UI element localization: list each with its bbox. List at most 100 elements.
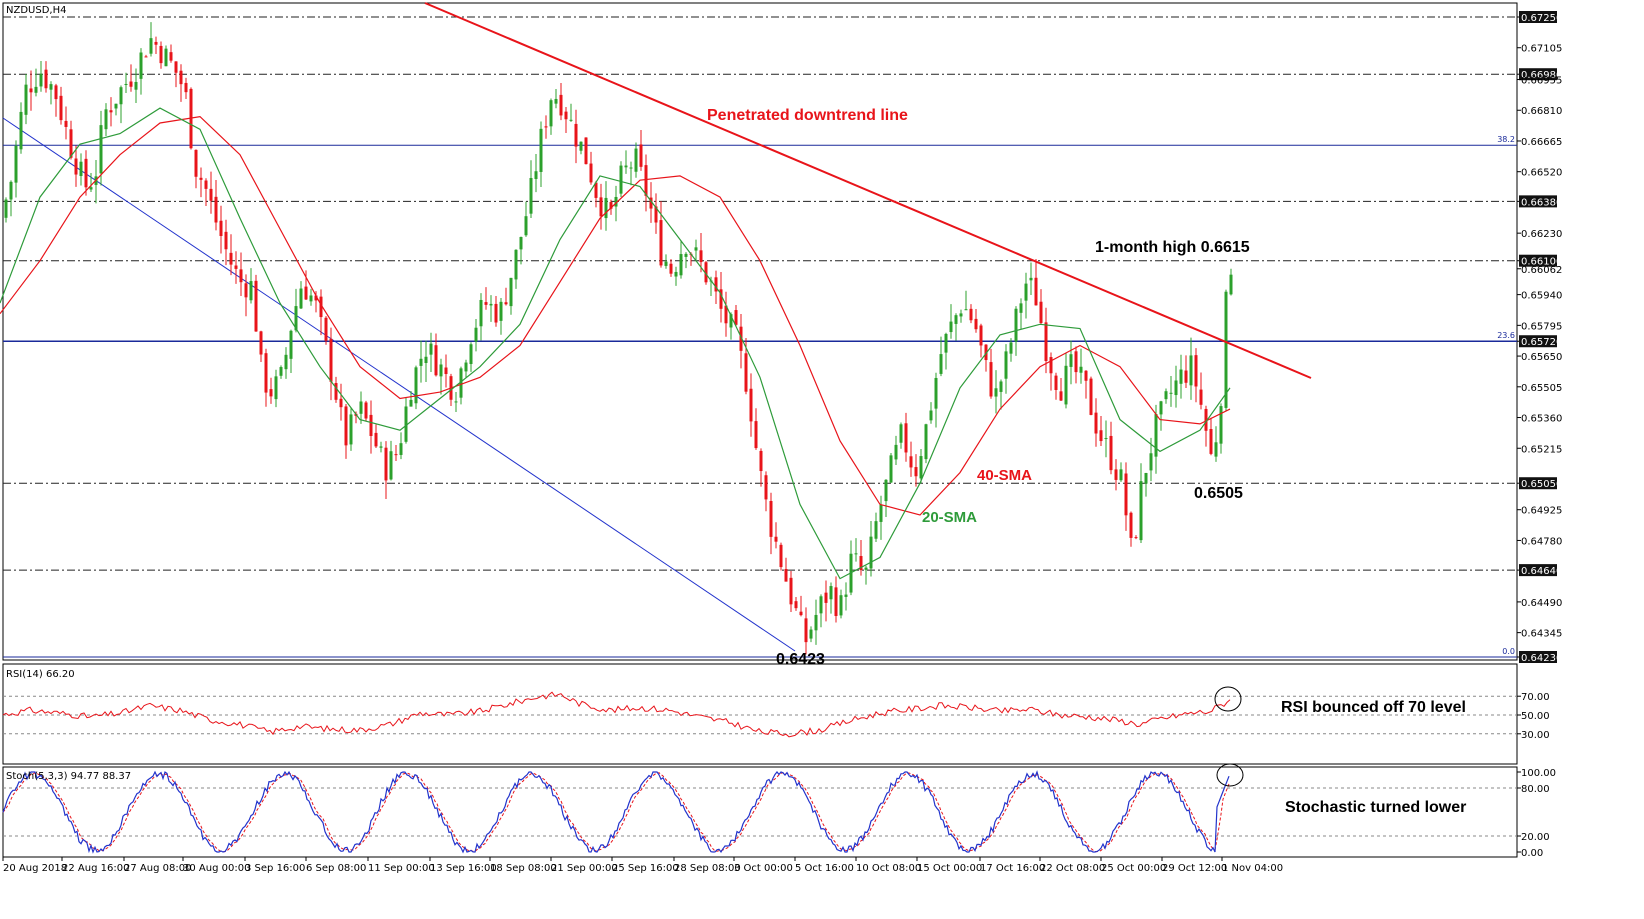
candle-body [1154,414,1158,457]
candle-body [499,301,503,321]
candle-body [359,401,363,414]
stoch-tick-label: 100.00 [1521,768,1556,779]
candle-body [824,592,828,603]
channel-line [2,117,796,652]
candle-body [439,364,443,377]
candle-body [1044,322,1048,361]
blue-channel-line [2,117,796,652]
candle-body [549,100,553,127]
candle-body [1029,277,1033,281]
candle-body [289,330,293,359]
price-tick-label: 0.64780 [1521,536,1562,547]
candle-body [509,277,513,307]
annotation-0-6505: 0.6505 [1194,485,1243,502]
candle-body [734,310,738,325]
candle-body [174,61,178,73]
candle-body [249,281,253,301]
candle-body [1134,537,1138,539]
candle-body [1079,366,1083,373]
candle-body [89,187,93,190]
candle-body [109,110,113,113]
annotation-rsi: RSI bounced off 70 level [1281,699,1466,716]
stoch-tick-label: 80.00 [1521,784,1550,795]
downtrend-line [424,2,1312,379]
rsi-tick-label: 70.00 [1521,692,1550,703]
candle-body [154,41,158,45]
candle-body [489,303,493,306]
candle-body [299,288,303,309]
candle-body [589,163,593,183]
price-tag [1519,195,1557,208]
time-tick-label: 13 Sep 16:00 [430,863,497,874]
candle-body [944,333,948,353]
time-tick-label: 5 Oct 16:00 [795,863,854,874]
candle-body [259,331,263,355]
candle-body [479,299,483,327]
candle-body [469,344,473,365]
candle-body [429,343,433,355]
candle-body [874,521,878,539]
candle-body [39,73,43,87]
candle-body [794,601,798,609]
candle-body [424,356,428,363]
price-tick-label: 0.66062 [1521,265,1562,276]
candle-body [1014,308,1018,342]
candle-body [139,52,143,79]
price-tag-label: 0.65720 [1521,337,1562,348]
candle-body [994,388,998,397]
candle-body [1054,375,1058,390]
price-tick-label: 0.66665 [1521,137,1562,148]
candle-body [64,120,68,127]
candle-body [459,368,463,398]
candle-body [1084,370,1088,381]
time-tick-label: 3 Oct 00:00 [734,863,793,874]
candle-body [604,197,608,219]
candle-body [1139,481,1143,541]
candle-body [379,446,383,448]
candle-body [1119,469,1123,481]
time-tick-label: 28 Sep 08:00 [674,863,741,874]
candle-body [929,410,933,421]
candle-body [1069,354,1073,367]
price-tick-label: 0.65795 [1521,321,1562,332]
candle-body [729,314,733,328]
time-tick-label: 1 Nov 04:00 [1222,863,1283,874]
price-tick-label: 0.64345 [1521,629,1562,640]
time-tick-label: 3 Sep 16:00 [245,863,305,874]
candle-body [744,353,748,392]
candle-body [294,306,298,331]
candle-body [314,295,318,301]
candle-body [879,504,883,522]
candle-body [419,358,423,366]
candle-body [624,165,628,168]
price-tag [1519,254,1557,267]
candle-body [784,569,788,582]
annotation-20-sma: 20-SMA [922,509,977,526]
candle-body [1024,283,1028,301]
main-frame [2,2,1518,661]
candle-body [29,88,33,93]
candle-body [1039,301,1043,324]
candle-body [959,313,963,317]
candle-body [584,137,588,165]
candle-body [129,81,133,87]
candle-body [809,629,813,639]
candle-body [234,265,238,269]
stoch-tick-label: 0.00 [1521,848,1543,859]
price-tag [1519,68,1557,81]
fib-label: 38.2 [1497,135,1515,144]
candle-body [1184,370,1188,383]
candle-body [1114,469,1118,480]
time-tick-label: 29 Oct 12:00 [1162,863,1227,874]
price-tag-label: 0.64640 [1521,566,1562,577]
candle-body [649,197,653,209]
candle-body [24,84,28,115]
candle-body [409,399,413,407]
candle-body [1179,369,1183,384]
fib-label: 23.6 [1497,331,1515,340]
price-tag [1519,651,1557,663]
candle-body [979,325,983,346]
candle-body [184,82,188,93]
candle-body [899,424,903,443]
candle-body [1194,355,1198,387]
